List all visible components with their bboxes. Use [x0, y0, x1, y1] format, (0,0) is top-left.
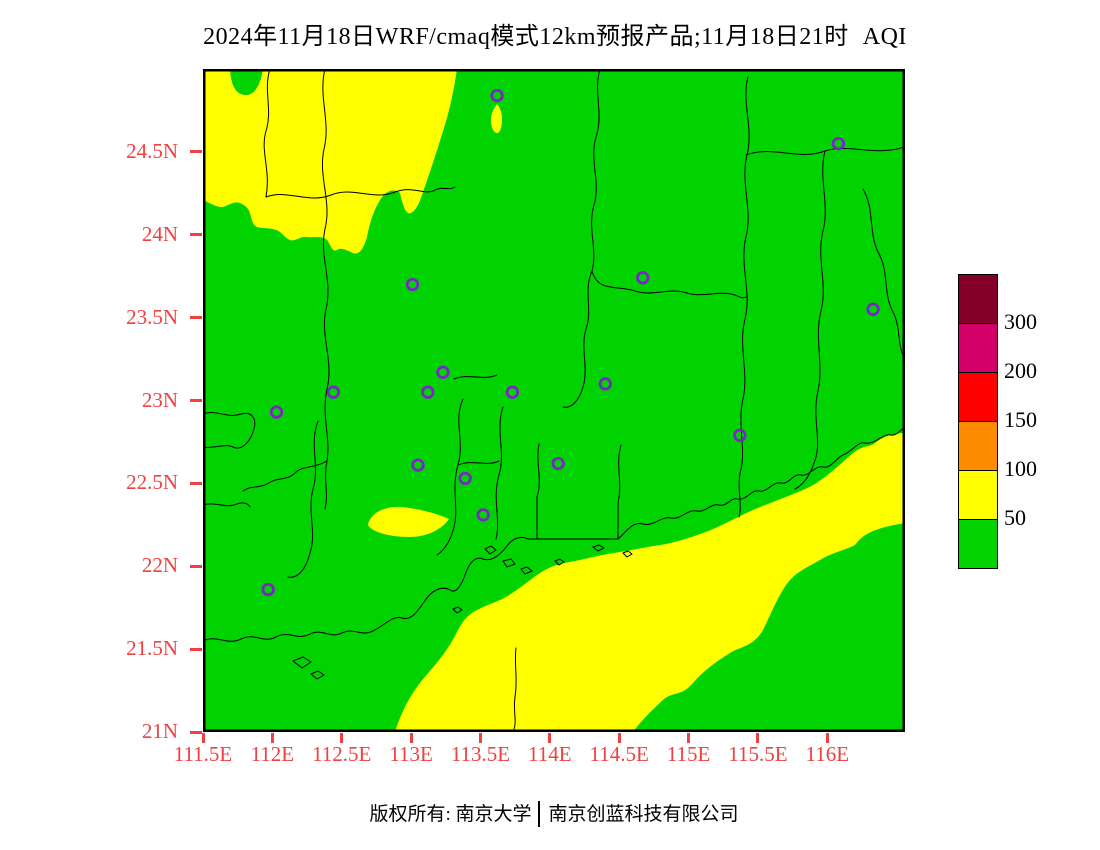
station-marker — [405, 277, 420, 292]
x-axis-tick — [201, 733, 205, 743]
x-axis-tick — [687, 733, 691, 743]
colorbar-value-300: 300 — [1004, 309, 1037, 334]
separator-bar-icon — [537, 801, 540, 827]
station-marker — [866, 302, 880, 316]
y-axis-tick — [190, 564, 202, 568]
forecast-map — [203, 69, 905, 732]
coastline — [203, 426, 905, 680]
y-axis-label-24.5N: 24.5N — [126, 138, 178, 163]
page-title: 2024年11月18日WRF/cmaq模式12km预报产品;11月18日21时 A… — [140, 16, 970, 51]
y-axis-label-24N: 24N — [141, 221, 178, 246]
copyright: 版权所有: 南京大学 南京创蓝科技有限公司 — [203, 799, 905, 827]
map-border — [203, 69, 905, 732]
title-pollutant-label: AQI — [862, 24, 907, 50]
y-axis-label-21.5N: 21.5N — [126, 636, 178, 661]
x-axis-label-112E: 112E — [250, 742, 295, 766]
aqi-region-moderate-lens — [368, 506, 449, 537]
x-axis-tick — [756, 733, 760, 743]
x-axis-label-116E: 116E — [805, 742, 850, 766]
colorbar-value-200: 200 — [1004, 358, 1037, 383]
station-marker — [551, 456, 565, 471]
station-markers — [261, 88, 880, 597]
colorbar-segment-4 — [958, 470, 998, 520]
x-axis-tick — [340, 733, 344, 743]
station-marker — [490, 88, 504, 103]
station-marker — [421, 385, 435, 399]
station-marker — [326, 385, 341, 399]
x-axis-tick — [825, 733, 829, 743]
y-axis-label-23N: 23N — [141, 387, 178, 412]
station-marker — [636, 271, 650, 285]
x-axis-tick — [478, 733, 482, 743]
colorbar-value-150: 150 — [1004, 407, 1037, 432]
station-marker — [733, 428, 747, 442]
y-axis-tick — [190, 481, 202, 485]
aqi-region-moderate-teardrop — [490, 104, 502, 133]
y-axis-label-23.5N: 23.5N — [126, 304, 178, 329]
y-axis-tick — [190, 647, 202, 651]
x-axis-tick — [270, 733, 274, 743]
title-text: 2024年11月18日WRF/cmaq模式12km预报产品;11月18日21时 — [203, 24, 849, 50]
x-axis-label-115E: 115E — [666, 742, 711, 766]
y-axis-label-22N: 22N — [141, 553, 178, 578]
colorbar-segment-3 — [958, 421, 998, 471]
aqi-region-moderate-offshore-band — [395, 433, 905, 732]
station-marker — [598, 377, 612, 391]
station-marker — [269, 405, 284, 419]
colorbar-segment-2 — [958, 372, 998, 422]
map-canvas — [203, 69, 905, 732]
y-axis-label-22.5N: 22.5N — [126, 470, 178, 495]
colorbar-value-50: 50 — [1004, 505, 1026, 530]
x-axis-label-114E: 114E — [528, 742, 572, 766]
aqi-region-moderate-northwest — [203, 69, 457, 254]
colorbar-segment-1 — [958, 323, 998, 373]
y-axis-tick — [190, 316, 202, 320]
x-axis-tick — [617, 733, 621, 743]
copyright-owner: 版权所有: 南京大学 — [369, 804, 532, 825]
station-marker — [436, 365, 450, 379]
y-axis-tick — [190, 730, 202, 734]
x-axis-label-111.5E: 111.5E — [173, 742, 233, 766]
x-axis-tick — [548, 733, 552, 743]
x-axis-label-112.5E: 112.5E — [312, 742, 372, 766]
x-axis-label-113.5E: 113.5E — [450, 742, 511, 766]
station-marker — [458, 471, 472, 486]
station-marker — [476, 508, 490, 522]
x-axis-tick — [409, 733, 413, 743]
y-axis-tick — [190, 233, 202, 237]
x-axis-label-115.5E: 115.5E — [728, 742, 788, 766]
colorbar-value-100: 100 — [1004, 456, 1037, 481]
colorbar-segment-0 — [958, 274, 998, 324]
y-axis-tick — [190, 399, 202, 402]
x-axis-label-114.5E: 114.5E — [589, 742, 649, 766]
y-axis-tick — [190, 150, 202, 154]
copyright-company: 南京创蓝科技有限公司 — [548, 804, 739, 825]
station-marker — [505, 385, 520, 399]
county-boundaries — [203, 69, 905, 730]
colorbar-segment-5 — [958, 519, 998, 569]
station-marker — [831, 136, 846, 151]
x-axis-label-113E: 113E — [389, 742, 433, 766]
station-marker — [261, 582, 275, 597]
station-marker — [411, 458, 425, 472]
y-axis-label-21N: 21N — [141, 719, 178, 743]
